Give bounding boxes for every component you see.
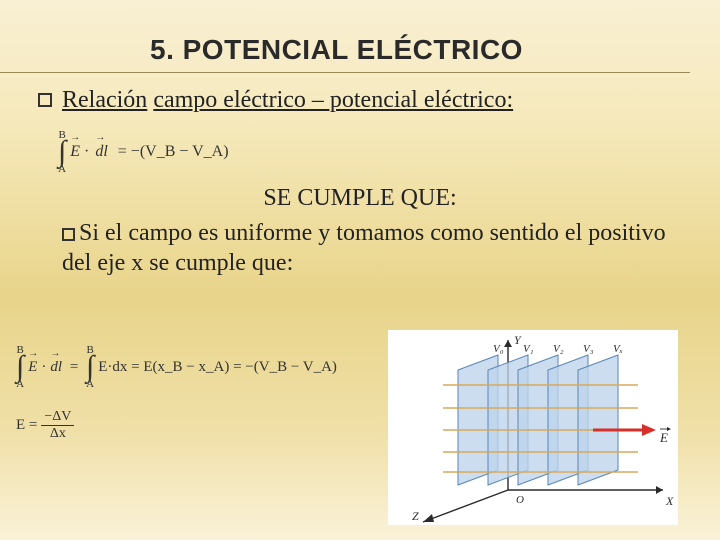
bullet-icon — [62, 228, 75, 241]
formulas-left: B∫A E·dl = B∫A E·dx = E(x_B − x_A) = −(V… — [0, 335, 347, 461]
axis-x: X — [665, 494, 674, 508]
field-label: E — [659, 430, 668, 445]
relation-lead: Relación — [62, 87, 147, 113]
svg-text:Vₓ: Vₓ — [613, 343, 623, 355]
svg-text:V₁: V₁ — [523, 343, 534, 355]
equipotential-diagram: X Y Z O E V₀ V₁ V₂ V₃ Vₓ — [388, 330, 678, 525]
formula2-mid: E·dx = E(x_B − x_A) = −(V_B − V_A) — [98, 359, 337, 376]
formula-e-dv: E = −ΔV Δx — [16, 410, 337, 441]
formula1-rhs: = −(V_B − V_A) — [118, 143, 229, 161]
uniform-field-line: Si el campo es uniforme y tomamos como s… — [38, 218, 682, 278]
si-lead: Si — [79, 220, 99, 246]
formula-integral-2: B∫A E·dl = B∫A E·dx = E(x_B − x_A) = −(V… — [16, 345, 337, 390]
formula3-den: Δx — [47, 426, 69, 441]
axis-z: Z — [412, 509, 419, 523]
formula3-lhs: E = — [16, 417, 37, 434]
formula3-num: −ΔV — [41, 410, 74, 426]
relation-line: Relación campo eléctrico – potencial elé… — [38, 87, 682, 114]
bullet-icon — [38, 93, 52, 107]
si-rest: el campo es uniforme y tomamos como sent… — [62, 220, 666, 276]
se-cumple: SE CUMPLE QUE: — [38, 185, 682, 212]
svg-text:V₃: V₃ — [583, 343, 594, 355]
relation-rest: campo eléctrico – potencial eléctrico: — [153, 87, 513, 113]
axis-origin: O — [516, 494, 524, 506]
page-title: 5. POTENCIAL ELÉCTRICO — [150, 34, 650, 66]
formula-integral-1: B∫A E·dl = −(V_B − V_A) — [58, 130, 682, 175]
planes — [458, 355, 618, 485]
svg-text:V₂: V₂ — [553, 343, 564, 355]
svg-text:V₀: V₀ — [493, 343, 504, 355]
